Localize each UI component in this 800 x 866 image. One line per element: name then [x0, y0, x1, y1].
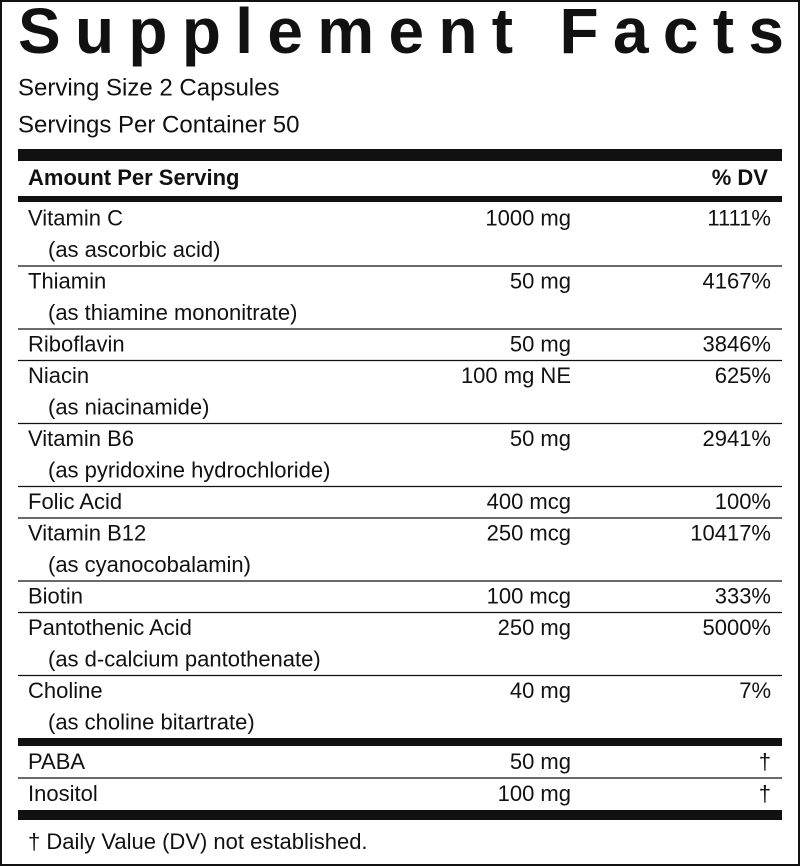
nutrient-name: Vitamin B12	[28, 521, 146, 546]
nutrient-dv: 4167%	[702, 269, 771, 294]
nutrient-dv: 7%	[739, 678, 771, 703]
nutrient-dv: 10417%	[690, 521, 771, 546]
nutrient-dv: 625%	[715, 363, 771, 388]
nutrient-name: Biotin	[28, 584, 83, 609]
nutrient-dv: 2941%	[702, 426, 771, 451]
nutrient-name: Vitamin C	[28, 206, 123, 231]
label-title: Supplement Facts	[18, 0, 784, 67]
nutrient-dv: 3846%	[702, 332, 771, 357]
serving-size: Serving Size 2 Capsules	[18, 74, 279, 101]
nutrient-source: (as niacinamide)	[48, 395, 209, 420]
amount-header: Amount Per Serving	[28, 165, 239, 190]
nutrient-dv: 5000%	[702, 615, 771, 640]
nutrient-dv: †	[759, 781, 771, 806]
nutrient-amount: 250 mg	[498, 615, 571, 640]
nutrient-dv: †	[759, 749, 771, 774]
nutrient-name: Inositol	[28, 781, 98, 806]
nutrient-dv: 1111%	[707, 206, 771, 231]
thick-rule	[18, 738, 782, 746]
nutrient-source: (as d-calcium pantothenate)	[48, 647, 321, 672]
nutrient-amount: 400 mcg	[487, 489, 571, 514]
nutrient-name: Choline	[28, 678, 103, 703]
nutrient-dv: 333%	[715, 584, 771, 609]
footnote: † Daily Value (DV) not established.	[28, 829, 368, 854]
nutrient-name: Pantothenic Acid	[28, 615, 192, 640]
nutrient-name: Riboflavin	[28, 332, 125, 357]
nutrient-name: Thiamin	[28, 269, 106, 294]
nutrient-dv: 100%	[715, 489, 771, 514]
nutrient-name: PABA	[28, 749, 85, 774]
nutrient-name: Niacin	[28, 363, 89, 388]
nutrient-source: (as cyanocobalamin)	[48, 552, 251, 577]
nutrient-source: (as ascorbic acid)	[48, 237, 220, 262]
nutrient-amount: 100 mg NE	[461, 363, 571, 388]
nutrient-amount: 1000 mg	[485, 206, 571, 231]
thick-rule	[18, 149, 782, 161]
nutrient-amount: 100 mg	[498, 781, 571, 806]
servings-per-container: Servings Per Container 50	[18, 111, 299, 138]
nutrient-source: (as pyridoxine hydrochloride)	[48, 458, 330, 483]
medium-rule	[18, 196, 782, 202]
dv-header: % DV	[712, 165, 769, 190]
nutrient-name: Vitamin B6	[28, 426, 134, 451]
nutrient-source: (as choline bitartrate)	[48, 710, 255, 735]
nutrient-source: (as thiamine mononitrate)	[48, 300, 297, 325]
nutrient-amount: 40 mg	[510, 678, 571, 703]
thick-rule	[18, 810, 782, 820]
nutrient-amount: 50 mg	[510, 426, 571, 451]
nutrient-amount: 50 mg	[510, 269, 571, 294]
nutrient-amount: 50 mg	[510, 749, 571, 774]
nutrient-amount: 250 mcg	[487, 521, 571, 546]
nutrient-name: Folic Acid	[28, 489, 122, 514]
nutrient-amount: 100 mcg	[487, 584, 571, 609]
nutrient-amount: 50 mg	[510, 332, 571, 357]
